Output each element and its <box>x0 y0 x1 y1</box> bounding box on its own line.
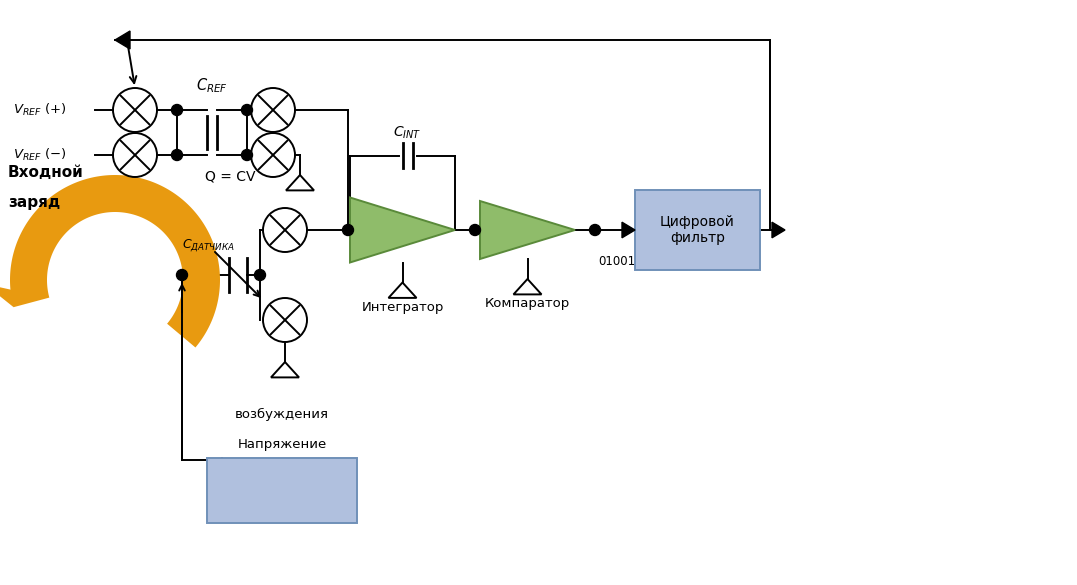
Polygon shape <box>10 175 220 347</box>
FancyBboxPatch shape <box>635 190 760 270</box>
Circle shape <box>470 225 480 236</box>
Text: Напряжение: Напряжение <box>237 438 326 451</box>
Text: Интегратор: Интегратор <box>361 301 444 314</box>
Text: $V_{REF}$ (−): $V_{REF}$ (−) <box>13 147 67 163</box>
Polygon shape <box>772 222 785 238</box>
Circle shape <box>241 150 252 160</box>
Polygon shape <box>480 201 575 259</box>
Text: Компаратор: Компаратор <box>485 297 570 310</box>
Circle shape <box>254 270 266 280</box>
Text: $C_{INT}$: $C_{INT}$ <box>393 124 422 140</box>
Text: Входной: Входной <box>8 165 84 180</box>
Text: $C_{ДАТЧИКА}$: $C_{ДАТЧИКА}$ <box>182 238 235 253</box>
Text: $C_{REF}$: $C_{REF}$ <box>196 76 228 95</box>
Polygon shape <box>0 273 29 307</box>
Polygon shape <box>350 198 454 263</box>
Text: заряд: заряд <box>8 195 60 210</box>
Text: Q = CV: Q = CV <box>205 170 255 184</box>
Text: Цифровой
фильтр: Цифровой фильтр <box>660 215 735 245</box>
Circle shape <box>177 270 187 280</box>
Text: 0100110: 0100110 <box>598 255 651 268</box>
Polygon shape <box>115 31 130 49</box>
Circle shape <box>342 225 353 236</box>
FancyBboxPatch shape <box>207 458 356 523</box>
Text: возбуждения: возбуждения <box>235 408 328 421</box>
Polygon shape <box>623 222 635 238</box>
Text: $V_{REF}$ (+): $V_{REF}$ (+) <box>13 102 67 118</box>
Circle shape <box>171 150 182 160</box>
Circle shape <box>589 225 601 236</box>
Circle shape <box>241 105 252 115</box>
Circle shape <box>171 105 182 115</box>
